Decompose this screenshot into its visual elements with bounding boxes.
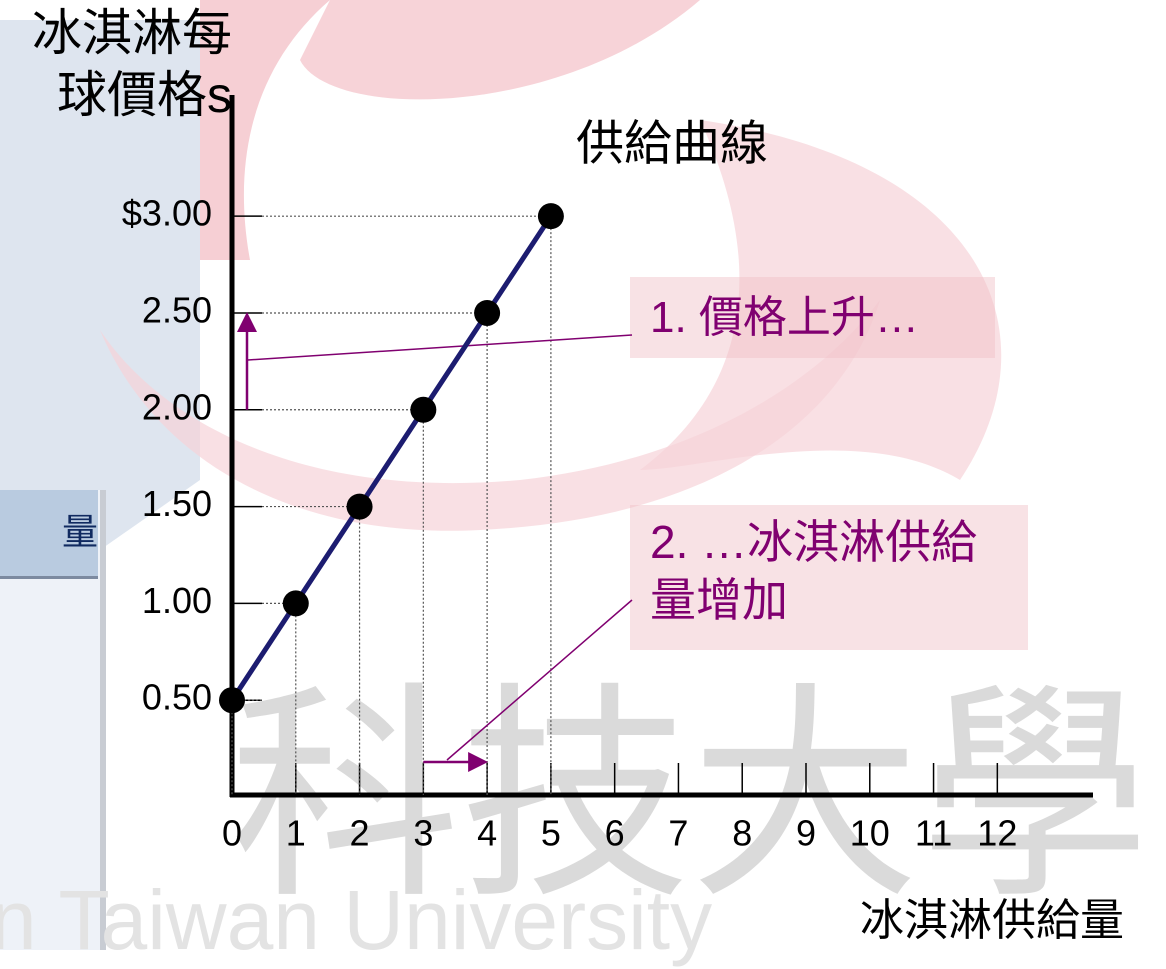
x-tick-label: 2 (350, 813, 370, 854)
x-tick-label: 5 (541, 813, 561, 854)
point (346, 493, 373, 520)
x-tick-label: 1 (286, 813, 306, 854)
y-tick-label: $3.00 (122, 193, 212, 234)
annotation: 2. …冰淇淋供給量增加 (630, 505, 1028, 650)
bg-shape (300, 0, 700, 100)
y-axis-label: 冰淇淋每球價格s (32, 5, 232, 123)
x-tick-label: 7 (668, 813, 688, 854)
bg-shape (640, 120, 1002, 480)
x-tick-label: 3 (413, 813, 433, 854)
x-tick-label: 0 (222, 813, 242, 854)
x-axis-label: 冰淇淋供給量 (860, 896, 1124, 945)
point (410, 396, 437, 423)
x-tick-label: 4 (477, 813, 497, 854)
x-tick-label: 12 (977, 813, 1017, 854)
point (219, 687, 245, 714)
y-tick-label: 0.50 (142, 677, 212, 718)
bg-table-header: 量 (0, 490, 98, 579)
connector (446, 599, 633, 761)
point (282, 590, 309, 617)
bg-shape (100, 300, 880, 531)
annotation: 1. 價格上升… (630, 277, 995, 358)
x-tick-label: 11 (915, 813, 952, 854)
y-tick-label: 2.00 (142, 386, 212, 427)
y-tick-label: 1.00 (142, 580, 212, 621)
point (474, 299, 501, 326)
background (0, 0, 1002, 620)
point (537, 203, 564, 230)
bg-shape (0, 20, 200, 620)
supply-curve (229, 214, 553, 702)
x-tick-label: 8 (732, 813, 752, 854)
chart: 供給曲線 0.501.001.502.002.50$3.000 1 2 3 4 5 6 7 8 9… (122, 95, 1093, 854)
x-tick-label: 9 (796, 813, 816, 854)
x-tick-label: 10 (850, 813, 890, 854)
y-tick-label: 1.50 (142, 483, 212, 524)
x-tick-label: 6 (605, 813, 625, 854)
connector (247, 334, 633, 361)
y-tick-label: 2.50 (142, 289, 212, 330)
chart-title: 供給曲線 (576, 118, 768, 171)
